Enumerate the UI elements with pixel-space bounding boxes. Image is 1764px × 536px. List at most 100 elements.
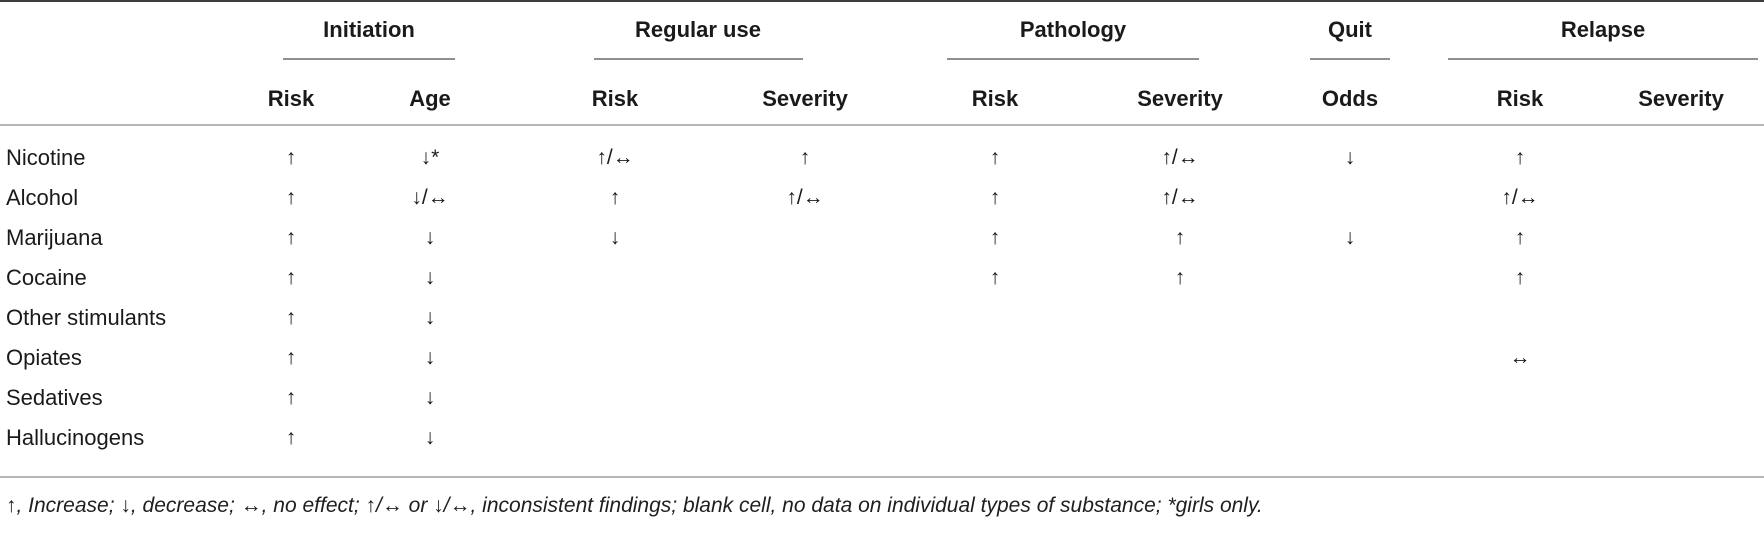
table-body: Nicotine ↑ ↓* ↑/↔ ↑ ↑ ↑/↔ ↓ ↑ Alcohol ↑ ↓/↔ ↑ ↑/↔ ↑ ↑/↔… <box>0 125 1764 478</box>
effect-cell: ↓ <box>609 226 621 249</box>
effect-cell <box>508 378 722 418</box>
group-underline <box>593 58 803 60</box>
effect-cell: ↑ <box>285 386 297 409</box>
effect-cell <box>508 258 722 298</box>
effect-cell <box>722 378 888 418</box>
group-label: Relapse <box>1560 17 1646 42</box>
substance-sex-differences-table: Initiation Regular use Pathology Quit Re… <box>0 0 1764 517</box>
effect-cell <box>508 418 722 478</box>
effect-cell: ↑ <box>285 186 297 209</box>
effect-cell <box>1598 298 1764 338</box>
legend-footnote: ↑, Increase; ↓, decrease; ↔, no effect; … <box>6 494 1263 517</box>
substance-label: Sedatives <box>6 385 103 410</box>
substance-label: Other stimulants <box>6 305 167 330</box>
effect-cell <box>1598 178 1764 218</box>
group-underline <box>282 58 456 60</box>
effect-cell: ↑ <box>989 186 1001 209</box>
col-header-regular-severity: Severity <box>722 62 888 126</box>
effect-cell <box>888 418 1102 478</box>
table-row: Sedatives ↑ ↓ <box>0 378 1764 418</box>
effect-cell: ↑/↔ <box>1161 146 1199 169</box>
effect-cell <box>1598 378 1764 418</box>
table-row: Hallucinogens ↑ ↓ <box>0 418 1764 478</box>
effect-cell: ↓ <box>1344 146 1356 169</box>
group-underline <box>1309 58 1391 60</box>
effect-cell: ↓ <box>1344 226 1356 249</box>
table-header: Initiation Regular use Pathology Quit Re… <box>0 1 1764 126</box>
effects-table: Initiation Regular use Pathology Quit Re… <box>0 0 1764 478</box>
effect-cell: ↑/↔ <box>786 186 824 209</box>
effect-cell: ↑ <box>285 266 297 289</box>
effect-cell <box>722 258 888 298</box>
group-header-quit: Quit <box>1258 1 1442 62</box>
effect-cell <box>722 418 888 478</box>
effect-cell: ↓ <box>424 346 436 369</box>
effect-cell: ↑ <box>1514 146 1526 169</box>
substance-column-spacer <box>0 1 230 62</box>
effect-cell <box>1258 338 1442 378</box>
effect-cell <box>508 298 722 338</box>
substance-label: Nicotine <box>6 145 86 170</box>
group-header-row: Initiation Regular use Pathology Quit Re… <box>0 1 1764 62</box>
effect-cell <box>1102 298 1258 338</box>
effect-cell: ↓ <box>424 266 436 289</box>
substance-column-header <box>0 62 230 126</box>
effect-cell <box>1102 378 1258 418</box>
effect-cell <box>1442 298 1598 338</box>
group-header-pathology: Pathology <box>888 1 1258 62</box>
group-label: Regular use <box>635 17 761 42</box>
group-label: Pathology <box>1019 17 1127 42</box>
effect-cell <box>722 338 888 378</box>
table-row: Other stimulants ↑ ↓ <box>0 298 1764 338</box>
col-header-quit-odds: Odds <box>1258 62 1442 126</box>
table-row: Marijuana ↑ ↓ ↓ ↑ ↑ ↓ ↑ <box>0 218 1764 258</box>
effect-cell <box>1598 258 1764 298</box>
effect-cell <box>1258 298 1442 338</box>
effect-cell <box>888 298 1102 338</box>
effect-cell: ↓ <box>424 306 436 329</box>
effect-cell: ↑ <box>230 418 352 478</box>
sub-header-row: Risk Age Risk Severity Risk Severity Odd… <box>0 62 1764 126</box>
effect-cell <box>1258 418 1442 478</box>
substance-label: Hallucinogens <box>0 418 230 478</box>
effect-cell: ↑ <box>799 146 811 169</box>
table-row: Alcohol ↑ ↓/↔ ↑ ↑/↔ ↑ ↑/↔ ↑/↔ <box>0 178 1764 218</box>
effect-cell: ↑ <box>989 226 1001 249</box>
group-label: Initiation <box>323 17 415 42</box>
effect-cell <box>1598 125 1764 178</box>
effect-cell: ↑ <box>609 186 621 209</box>
effect-cell: ↑ <box>1174 226 1186 249</box>
effect-cell: ↓/↔ <box>411 186 449 209</box>
col-header-initiation-risk: Risk <box>230 62 352 126</box>
effect-cell: ↑ <box>1514 266 1526 289</box>
substance-label: Cocaine <box>6 265 87 290</box>
effect-cell: ↑ <box>1174 266 1186 289</box>
group-header-regular-use: Regular use <box>508 1 888 62</box>
effect-cell <box>1442 378 1598 418</box>
col-header-relapse-severity: Severity <box>1598 62 1764 126</box>
effect-cell: ↑ <box>1514 226 1526 249</box>
effect-cell <box>508 338 722 378</box>
effect-cell <box>1598 418 1764 478</box>
effect-cell <box>1258 258 1442 298</box>
effect-cell: ↓* <box>420 146 440 169</box>
col-header-initiation-age: Age <box>352 62 508 126</box>
effect-cell <box>722 218 888 258</box>
col-header-regular-risk: Risk <box>508 62 722 126</box>
group-header-initiation: Initiation <box>230 1 508 62</box>
table-row: Cocaine ↑ ↓ ↑ ↑ ↑ <box>0 258 1764 298</box>
table-row: Nicotine ↑ ↓* ↑/↔ ↑ ↑ ↑/↔ ↓ ↑ <box>0 125 1764 178</box>
effect-cell: ↓ <box>352 418 508 478</box>
effect-cell: ↑ <box>989 146 1001 169</box>
col-header-pathology-risk: Risk <box>888 62 1102 126</box>
effect-cell <box>1258 378 1442 418</box>
group-underline <box>947 58 1199 60</box>
effect-cell: ↑/↔ <box>596 146 634 169</box>
effect-cell: ↑ <box>285 306 297 329</box>
effect-cell: ↔ <box>1509 346 1531 369</box>
effect-cell: ↓ <box>424 226 436 249</box>
table-row: Opiates ↑ ↓ ↔ <box>0 338 1764 378</box>
group-underline <box>1448 58 1758 60</box>
group-header-relapse: Relapse <box>1442 1 1764 62</box>
effect-cell <box>888 378 1102 418</box>
